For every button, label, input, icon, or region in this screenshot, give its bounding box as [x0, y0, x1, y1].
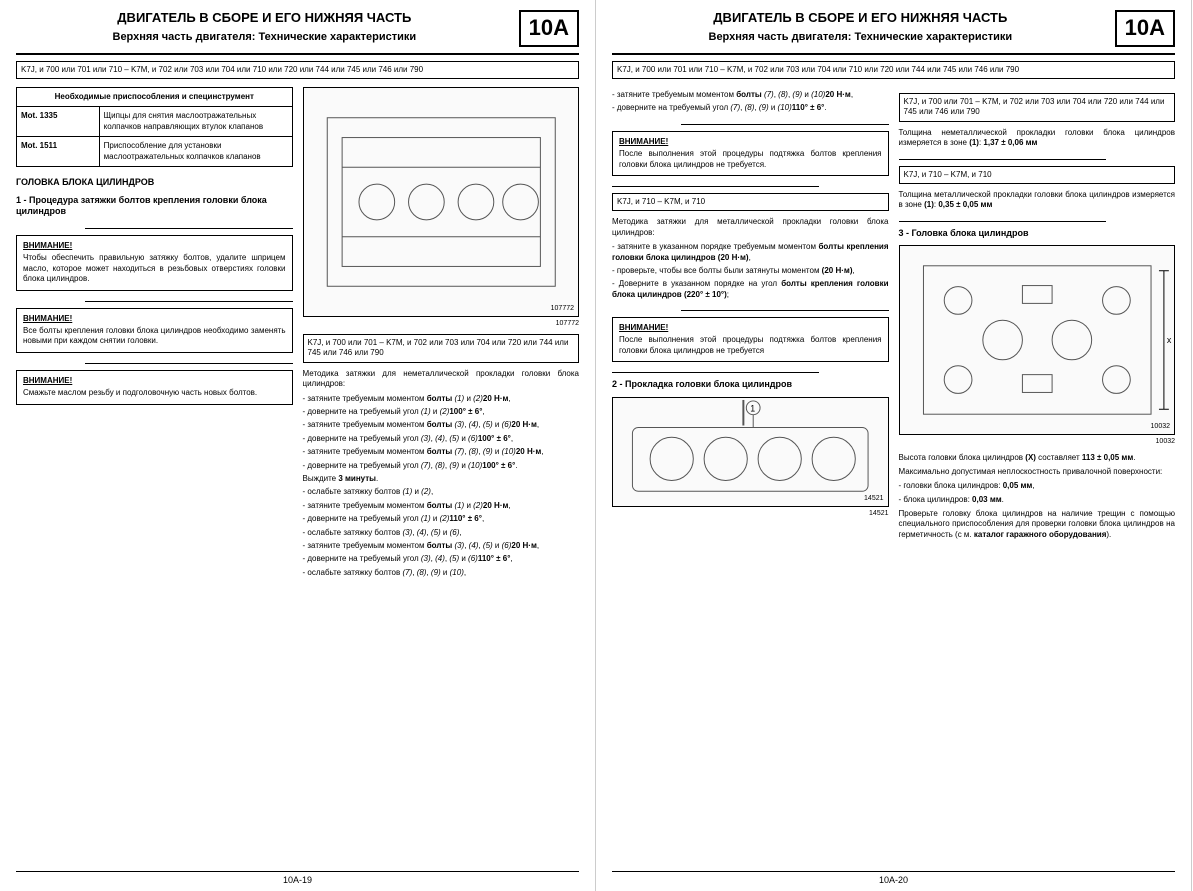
step: - затяните в указанном порядке требуемым…: [612, 242, 889, 263]
figure-engine: 107772: [303, 87, 580, 317]
svg-text:1: 1: [750, 404, 755, 414]
step: - проверьте, чтобы все болты были затяну…: [612, 266, 889, 276]
warning-text: Все болты крепления головки блока цилинд…: [23, 326, 286, 347]
svg-text:x: x: [1166, 335, 1171, 345]
warning-text: После выполнения этой процедуры подтяжка…: [619, 149, 882, 170]
figure-caption: 14521: [612, 509, 889, 518]
step: - затяните требуемым моментом болты (1) …: [303, 394, 580, 404]
warning-label: ВНИМАНИЕ!: [619, 323, 882, 333]
figure-caption: 10032: [899, 437, 1176, 446]
col-left: Необходимые приспособления и специнструм…: [16, 87, 293, 581]
warning-box: ВНИМАНИЕ! Все болты крепления головки бл…: [16, 308, 293, 353]
body-text: Максимально допустимая неплоскостность п…: [899, 467, 1176, 477]
step: - доверните на требуемый угол (1) и (2)1…: [303, 407, 580, 417]
col-right: K7J, и 700 или 701 – K7M, и 702 или 703 …: [899, 87, 1176, 544]
model-box: K7J, и 700 или 701 – K7M, и 702 или 703 …: [303, 334, 580, 363]
col-right: 107772 107772 K7J, и 700 или 701 – K7M, …: [303, 87, 580, 581]
warning-text: Смажьте маслом резьбу и подголовочную ча…: [23, 388, 286, 398]
figure-number: 10032: [1151, 422, 1170, 431]
step: - затяните требуемым моментом болты (7),…: [303, 447, 580, 457]
divider: [85, 228, 292, 229]
heading-cylinder-head: ГОЛОВКА БЛОКА ЦИЛИНДРОВ: [16, 177, 293, 189]
figure-number: 107772: [551, 304, 574, 313]
step: - ослабьте затяжку болтов (1) и (2),: [303, 487, 580, 497]
figure-caption: 107772: [303, 319, 580, 328]
divider: [681, 124, 888, 125]
figure-gasket: 1 14521: [612, 397, 889, 507]
model-box: K7J, и 710 – K7M, и 710: [612, 193, 889, 211]
divider: [612, 186, 819, 187]
page-footer: 10A-20: [612, 871, 1175, 887]
step: - доверните на требуемый угол (7), (8), …: [612, 103, 889, 113]
divider: [85, 301, 292, 302]
figure-head: x 10032: [899, 245, 1176, 435]
subheading-procedure: 1 - Процедура затяжки болтов крепления г…: [16, 195, 293, 218]
page-left: ДВИГАТЕЛЬ В СБОРЕ И ЕГО НИЖНЯЯ ЧАСТЬ Вер…: [0, 0, 596, 891]
step: - доверните на требуемый угол (7), (8), …: [303, 461, 580, 471]
wait-text: Выждите 3 минуты.: [303, 474, 580, 484]
step: - доверните на требуемый угол (3), (4), …: [303, 554, 580, 564]
warning-label: ВНИМАНИЕ!: [23, 241, 286, 251]
step: - доверните на требуемый угол (1) и (2)1…: [303, 514, 580, 524]
page-header: ДВИГАТЕЛЬ В СБОРЕ И ЕГО НИЖНЯЯ ЧАСТЬ Вер…: [612, 10, 1175, 55]
model-box: K7J, и 710 – K7M, и 710: [899, 166, 1176, 184]
method-text: Методика затяжки для металлической прокл…: [612, 217, 889, 238]
step: - блока цилиндров: 0,03 мм.: [899, 495, 1176, 505]
body-text: Толщина неметаллической прокладки головк…: [899, 128, 1176, 149]
warning-box: ВНИМАНИЕ! После выполнения этой процедур…: [612, 317, 889, 362]
header-subtitle: Верхняя часть двигателя: Технические хар…: [612, 30, 1109, 44]
warning-label: ВНИМАНИЕ!: [619, 137, 882, 147]
header-code: 10A: [1115, 10, 1175, 47]
header-title: ДВИГАТЕЛЬ В СБОРЕ И ЕГО НИЖНЯЯ ЧАСТЬ: [16, 10, 513, 27]
divider: [899, 221, 1106, 222]
divider: [612, 372, 819, 373]
figure-number: 14521: [864, 494, 883, 503]
subheading-gasket: 2 - Прокладка головки блока цилиндров: [612, 379, 889, 391]
tool-code: Mot. 1335: [17, 107, 100, 137]
body-text: Проверьте головку блока цилиндров на нал…: [899, 509, 1176, 540]
header-code: 10A: [519, 10, 579, 47]
step: - Доверните в указанном порядке на угол …: [612, 279, 889, 300]
warning-label: ВНИМАНИЕ!: [23, 314, 286, 324]
step: - головки блока цилиндров: 0,05 мм,: [899, 481, 1176, 491]
step: - затяните требуемым моментом болты (3),…: [303, 420, 580, 430]
warning-box: ВНИМАНИЕ! Чтобы обеспечить правильную за…: [16, 235, 293, 291]
model-box: K7J, и 700 или 701 – K7M, и 702 или 703 …: [899, 93, 1176, 122]
body-text: Толщина металлической прокладки головки …: [899, 190, 1176, 211]
step: - доверните на требуемый угол (3), (4), …: [303, 434, 580, 444]
tool-code: Mot. 1511: [17, 137, 100, 167]
col-left: - затяните требуемым моментом болты (7),…: [612, 87, 889, 544]
method-text: Методика затяжки для неметаллической про…: [303, 369, 580, 390]
body-text: Высота головки блока цилиндров (X) соста…: [899, 453, 1176, 463]
divider: [681, 310, 888, 311]
tool-desc: Приспособление для установки маслоотража…: [99, 137, 292, 167]
engine-codes: K7J, и 700 или 701 или 710 – K7M, и 702 …: [612, 61, 1175, 79]
warning-box: ВНИМАНИЕ! Смажьте маслом резьбу и подгол…: [16, 370, 293, 405]
page-right: ДВИГАТЕЛЬ В СБОРЕ И ЕГО НИЖНЯЯ ЧАСТЬ Вер…: [596, 0, 1192, 891]
header-title: ДВИГАТЕЛЬ В СБОРЕ И ЕГО НИЖНЯЯ ЧАСТЬ: [612, 10, 1109, 27]
warning-text: После выполнения этой процедуры подтяжка…: [619, 335, 882, 356]
step: - затяните требуемым моментом болты (1) …: [303, 501, 580, 511]
tools-header: Необходимые приспособления и специнструм…: [17, 87, 293, 106]
tool-desc: Щипцы для снятия маслоотражательных колп…: [99, 107, 292, 137]
divider: [899, 159, 1106, 160]
tools-table: Необходимые приспособления и специнструм…: [16, 87, 293, 167]
warning-text: Чтобы обеспечить правильную затяжку болт…: [23, 253, 286, 284]
warning-label: ВНИМАНИЕ!: [23, 376, 286, 386]
page-header: ДВИГАТЕЛЬ В СБОРЕ И ЕГО НИЖНЯЯ ЧАСТЬ Вер…: [16, 10, 579, 55]
subheading-head: 3 - Головка блока цилиндров: [899, 228, 1176, 240]
divider: [85, 363, 292, 364]
step: - ослабьте затяжку болтов (3), (4), (5) …: [303, 528, 580, 538]
page-footer: 10A-19: [16, 871, 579, 887]
header-subtitle: Верхняя часть двигателя: Технические хар…: [16, 30, 513, 44]
step: - затяните требуемым моментом болты (7),…: [612, 90, 889, 100]
warning-box: ВНИМАНИЕ! После выполнения этой процедур…: [612, 131, 889, 176]
step: - ослабьте затяжку болтов (7), (8), (9) …: [303, 568, 580, 578]
step: - затяните требуемым моментом болты (3),…: [303, 541, 580, 551]
engine-codes: K7J, и 700 или 701 или 710 – K7M, и 702 …: [16, 61, 579, 79]
